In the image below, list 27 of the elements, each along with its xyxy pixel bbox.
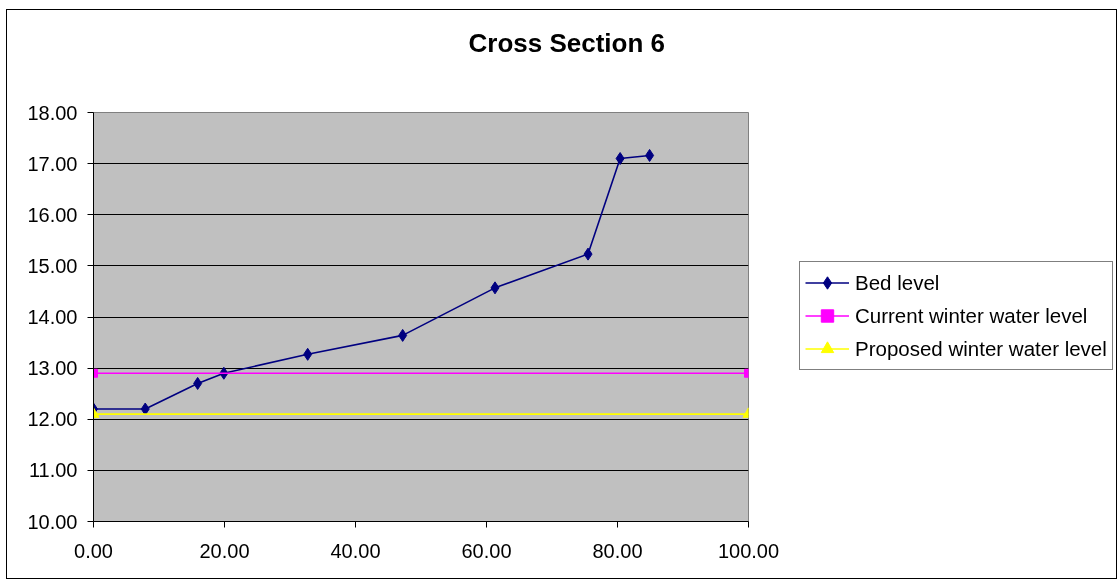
point [140, 402, 150, 416]
x-tick-label: 80.00 [592, 539, 643, 562]
y-tick-label: 16.00 [27, 203, 78, 226]
x-tick-label: 60.00 [461, 539, 512, 562]
point [583, 247, 593, 261]
chart-title: Cross Section 6 [468, 27, 666, 58]
point [615, 152, 625, 166]
x-tick-label: 100.00 [717, 539, 780, 562]
point [193, 376, 203, 390]
y-tick-label: 11.00 [28, 459, 78, 482]
y-tick-label: 10.00 [27, 510, 78, 533]
point [303, 347, 313, 361]
y-tick-label: 18.00 [27, 101, 78, 124]
x-tick-label: 40.00 [330, 539, 381, 562]
legend-label: Current winter water level [855, 302, 1088, 329]
point [398, 328, 408, 342]
legend-label: Bed level [855, 269, 940, 296]
point [490, 281, 500, 295]
point [645, 148, 655, 162]
y-tick-label: 14.00 [27, 306, 78, 328]
x-tick-label: 20.00 [199, 539, 250, 562]
y-tick-label: 15.00 [27, 254, 78, 277]
y-tick-label: 13.00 [27, 357, 78, 380]
y-tick-label: 12.00 [27, 408, 78, 431]
legend-label: Proposed winter water level [855, 335, 1107, 362]
x-tick-label: 0.00 [74, 539, 113, 562]
y-tick-label: 17.00 [27, 152, 78, 175]
